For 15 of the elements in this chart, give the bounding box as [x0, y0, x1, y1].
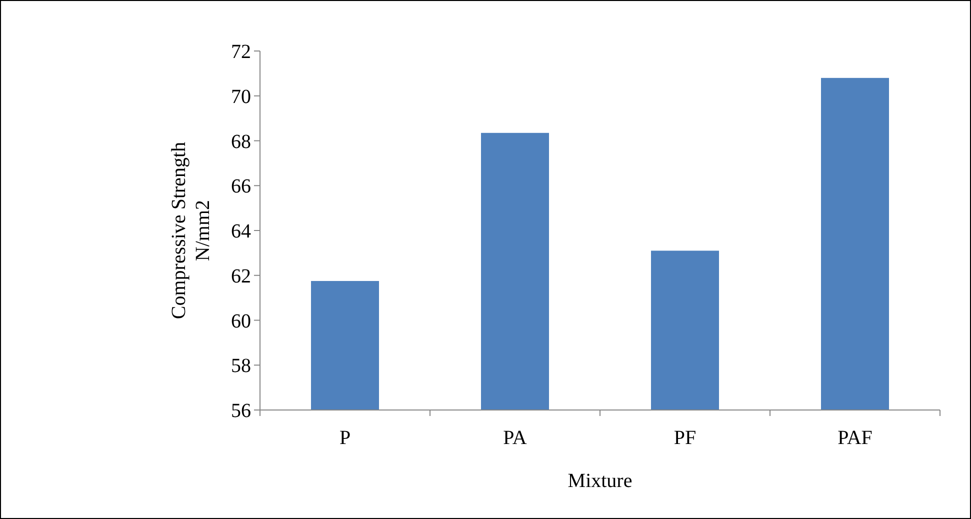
- y-tick-label: 64: [231, 220, 251, 242]
- y-tick-label: 66: [231, 176, 251, 198]
- y-axis-title: Compressive Strength N/mm2: [168, 142, 214, 320]
- y-tick-label: 68: [231, 130, 251, 153]
- x-tick-label: P: [339, 427, 351, 449]
- y-tick-label: 72: [231, 41, 251, 63]
- x-tick-label: PA: [503, 427, 528, 449]
- x-tick-label: PAF: [838, 427, 872, 449]
- y-tick-label: 60: [231, 310, 251, 332]
- y-tick-label: 62: [231, 265, 251, 288]
- y-tick-label: 58: [231, 355, 251, 378]
- x-axis-title: Mixture: [568, 470, 632, 492]
- x-tick-label: PF: [674, 427, 696, 449]
- y-tick-label: 56: [231, 400, 251, 422]
- y-tick-label: 70: [231, 86, 251, 108]
